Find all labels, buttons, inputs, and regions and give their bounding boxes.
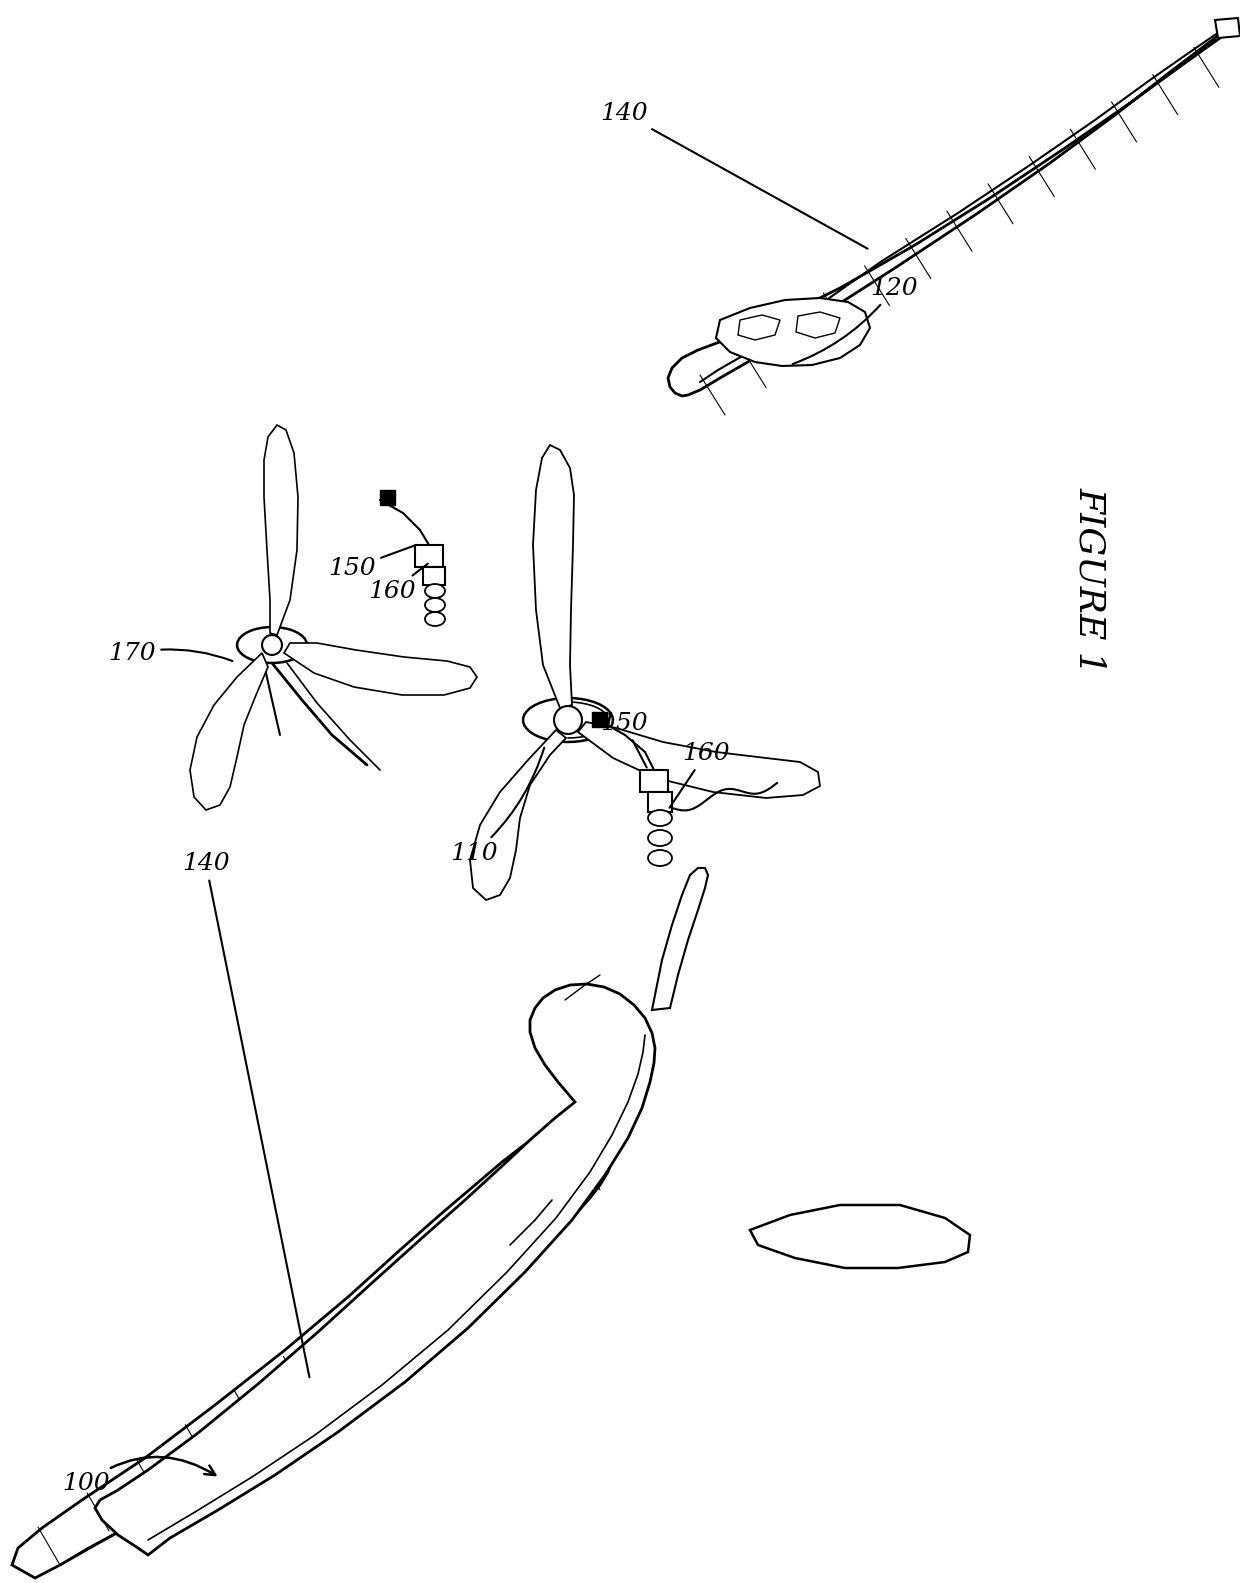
Polygon shape xyxy=(190,654,268,810)
Text: 120: 120 xyxy=(792,277,918,364)
Text: FIGURE 1: FIGURE 1 xyxy=(1073,486,1107,673)
Polygon shape xyxy=(379,491,396,505)
Text: 150: 150 xyxy=(600,712,647,768)
Polygon shape xyxy=(237,627,308,663)
Ellipse shape xyxy=(425,584,445,598)
Polygon shape xyxy=(668,21,1235,396)
Text: 160: 160 xyxy=(368,564,428,603)
Polygon shape xyxy=(796,312,839,339)
Polygon shape xyxy=(578,722,820,798)
Polygon shape xyxy=(284,643,477,695)
Text: 140: 140 xyxy=(182,852,310,1377)
Polygon shape xyxy=(262,635,281,655)
Polygon shape xyxy=(415,545,443,567)
Polygon shape xyxy=(640,769,668,792)
Polygon shape xyxy=(523,698,613,742)
Polygon shape xyxy=(738,315,780,340)
Ellipse shape xyxy=(649,810,672,826)
Polygon shape xyxy=(652,867,708,1010)
Ellipse shape xyxy=(425,613,445,625)
Ellipse shape xyxy=(425,598,445,613)
Text: 160: 160 xyxy=(670,742,729,807)
Polygon shape xyxy=(554,706,582,735)
Polygon shape xyxy=(95,985,655,1555)
Text: 150: 150 xyxy=(329,546,413,579)
Ellipse shape xyxy=(649,850,672,866)
Polygon shape xyxy=(264,424,298,635)
Polygon shape xyxy=(1215,17,1240,38)
Text: 110: 110 xyxy=(450,747,544,864)
Polygon shape xyxy=(591,712,608,727)
Polygon shape xyxy=(423,567,445,586)
Polygon shape xyxy=(470,730,565,901)
Polygon shape xyxy=(715,298,870,366)
Ellipse shape xyxy=(649,829,672,845)
Polygon shape xyxy=(750,1205,970,1268)
Text: 140: 140 xyxy=(600,101,868,249)
Polygon shape xyxy=(533,445,574,708)
Text: 100: 100 xyxy=(62,1456,216,1494)
Polygon shape xyxy=(649,792,672,812)
Text: 170: 170 xyxy=(108,643,232,665)
Polygon shape xyxy=(12,1126,613,1578)
